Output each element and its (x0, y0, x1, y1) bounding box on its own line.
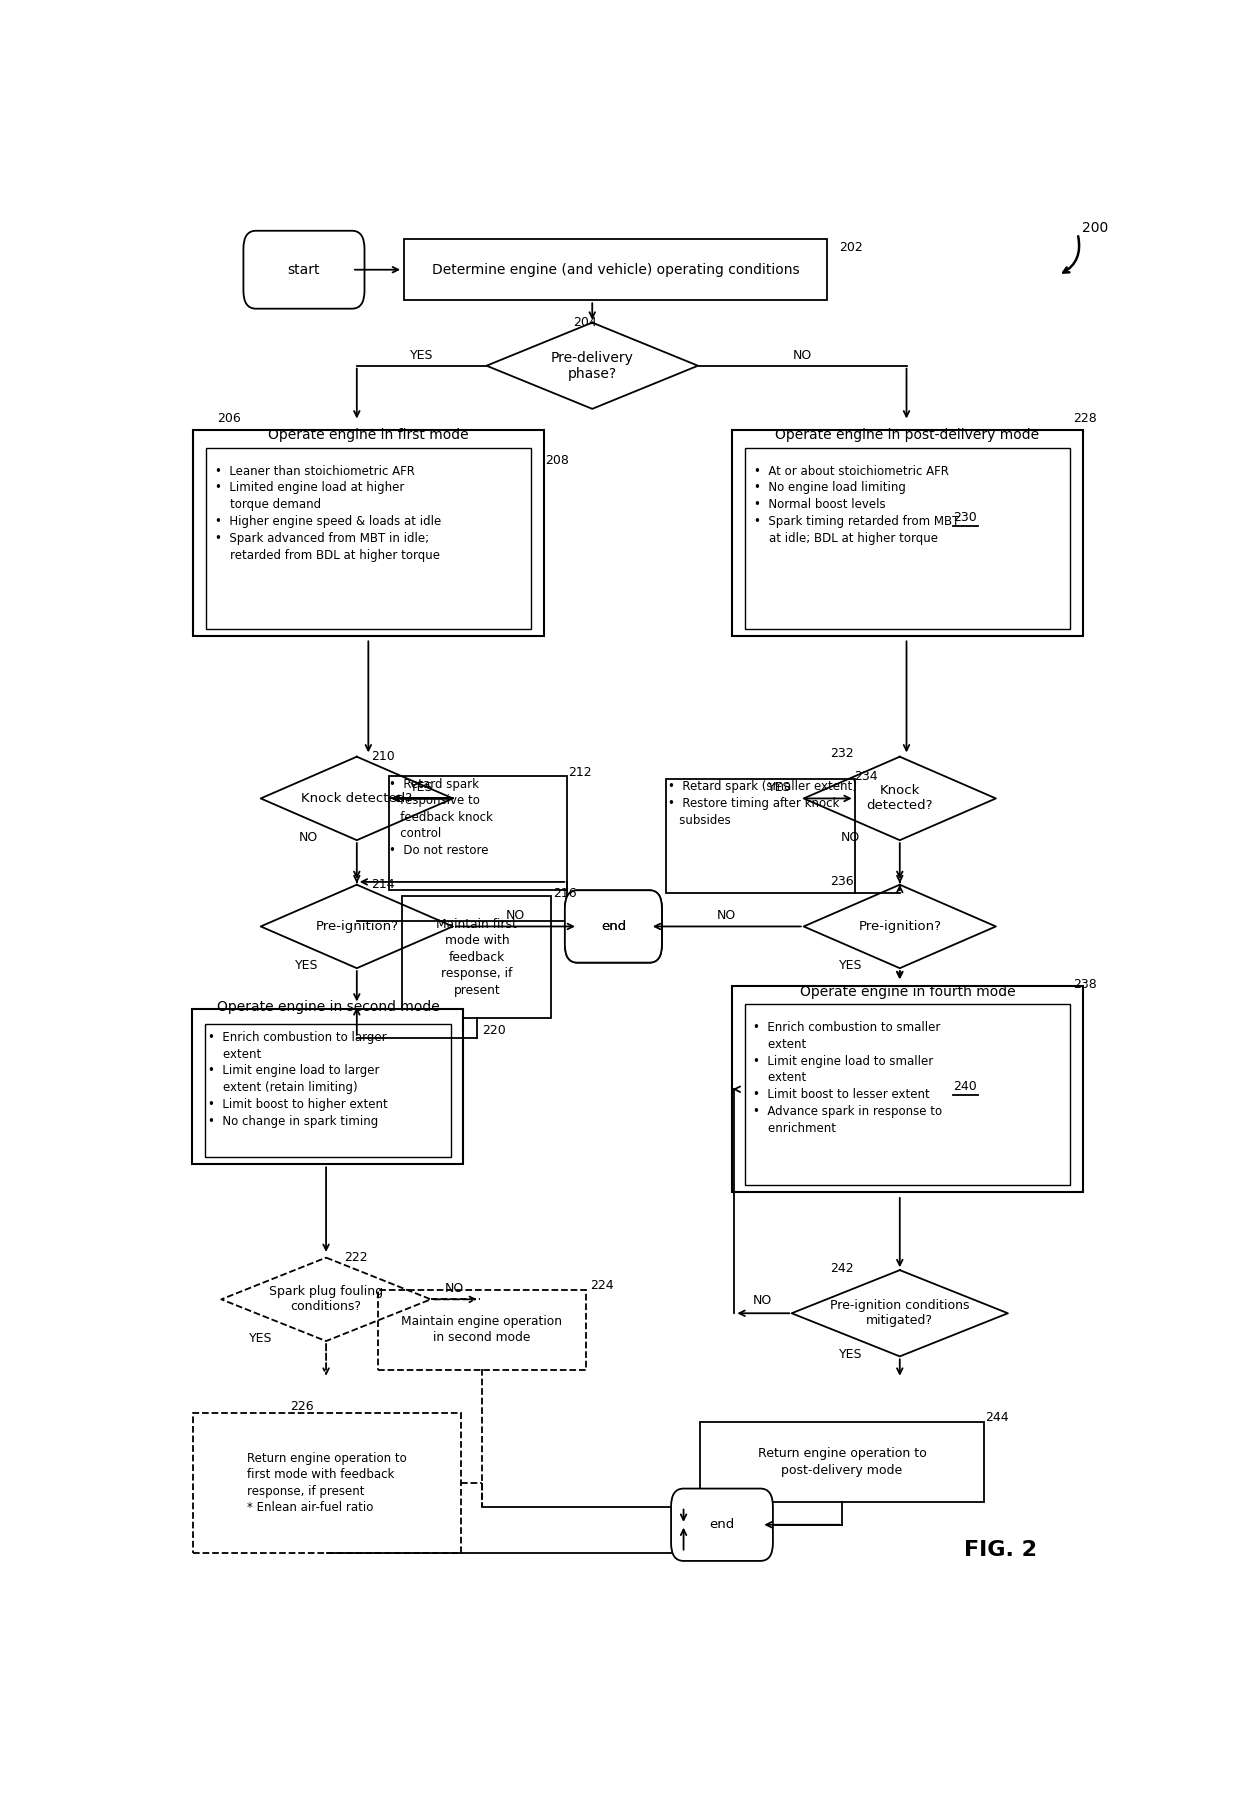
FancyBboxPatch shape (565, 891, 662, 963)
Text: 216: 216 (553, 887, 577, 900)
FancyBboxPatch shape (206, 448, 531, 629)
FancyBboxPatch shape (745, 1005, 1070, 1185)
Text: YES: YES (410, 781, 434, 793)
Polygon shape (791, 1270, 1008, 1357)
Text: 240: 240 (952, 1081, 976, 1093)
Text: 238: 238 (1073, 978, 1096, 992)
Text: 206: 206 (217, 412, 242, 425)
FancyBboxPatch shape (745, 448, 1070, 629)
Text: Pre-ignition?: Pre-ignition? (858, 920, 941, 932)
Text: NO: NO (445, 1281, 465, 1294)
Text: •  Retard spark
   responsive to
   feedback knock
   control
•  Do not restore: • Retard spark responsive to feedback kn… (389, 777, 494, 857)
Text: end: end (600, 920, 626, 932)
Text: YES: YES (839, 1348, 863, 1361)
Text: 236: 236 (831, 875, 854, 889)
Text: Return engine operation to
post-delivery mode: Return engine operation to post-delivery… (758, 1447, 926, 1476)
Text: end: end (600, 920, 626, 932)
Text: 212: 212 (568, 766, 591, 779)
Text: Operate engine in second mode: Operate engine in second mode (217, 999, 439, 1014)
Text: start: start (288, 262, 320, 276)
Text: Maintain first
mode with
feedback
response, if
present: Maintain first mode with feedback respon… (436, 918, 517, 996)
Text: 204: 204 (573, 316, 596, 329)
FancyBboxPatch shape (666, 779, 854, 893)
Text: 214: 214 (371, 878, 394, 891)
Text: Knock detected?: Knock detected? (301, 791, 413, 804)
Text: •  At or about stoichiometric AFR
•  No engine load limiting
•  Normal boost lev: • At or about stoichiometric AFR • No en… (754, 464, 959, 544)
Text: YES: YES (768, 781, 791, 793)
Text: Determine engine (and vehicle) operating conditions: Determine engine (and vehicle) operating… (432, 262, 799, 276)
FancyBboxPatch shape (732, 987, 1083, 1193)
FancyBboxPatch shape (388, 777, 567, 891)
FancyBboxPatch shape (404, 239, 827, 300)
Polygon shape (804, 885, 996, 969)
Text: 222: 222 (345, 1250, 368, 1265)
Text: 230: 230 (952, 511, 976, 524)
Text: Pre-ignition?: Pre-ignition? (315, 920, 398, 932)
Text: Operate engine in fourth mode: Operate engine in fourth mode (800, 985, 1016, 999)
Text: 202: 202 (839, 240, 863, 255)
Text: NO: NO (299, 831, 319, 844)
Text: Pre-delivery
phase?: Pre-delivery phase? (551, 351, 634, 381)
Text: •  Retard spark (smaller extent)
•  Restore timing after knock
   subsides: • Retard spark (smaller extent) • Restor… (668, 781, 857, 828)
Text: Pre-ignition conditions
mitigated?: Pre-ignition conditions mitigated? (830, 1299, 970, 1328)
Polygon shape (221, 1258, 430, 1341)
FancyBboxPatch shape (243, 231, 365, 309)
FancyBboxPatch shape (671, 1489, 773, 1561)
FancyBboxPatch shape (732, 430, 1083, 636)
Text: YES: YES (410, 349, 434, 363)
FancyBboxPatch shape (193, 1413, 460, 1552)
Text: Operate engine in post-delivery mode: Operate engine in post-delivery mode (775, 428, 1039, 443)
Text: 210: 210 (371, 750, 396, 763)
Polygon shape (260, 885, 453, 969)
Polygon shape (260, 757, 453, 840)
Text: 242: 242 (831, 1263, 854, 1276)
FancyBboxPatch shape (193, 430, 543, 636)
FancyBboxPatch shape (378, 1290, 585, 1370)
Text: NO: NO (717, 909, 737, 922)
Text: 208: 208 (546, 454, 569, 466)
Text: 226: 226 (290, 1400, 314, 1413)
Text: 234: 234 (854, 770, 878, 782)
Text: 228: 228 (1073, 412, 1096, 425)
Text: YES: YES (249, 1332, 273, 1344)
Text: 244: 244 (986, 1411, 1009, 1424)
Text: 224: 224 (590, 1279, 614, 1292)
FancyBboxPatch shape (192, 1008, 464, 1164)
Text: YES: YES (295, 960, 319, 972)
Text: YES: YES (839, 960, 863, 972)
Text: FIG. 2: FIG. 2 (965, 1540, 1037, 1559)
Text: 232: 232 (831, 748, 854, 761)
Text: Knock
detected?: Knock detected? (867, 784, 932, 813)
Text: •  Enrich combustion to smaller
    extent
•  Limit engine load to smaller
    e: • Enrich combustion to smaller extent • … (753, 1021, 942, 1135)
FancyBboxPatch shape (403, 896, 552, 1019)
Text: •  Leaner than stoichiometric AFR
•  Limited engine load at higher
    torque de: • Leaner than stoichiometric AFR • Limit… (215, 464, 441, 562)
Text: 200: 200 (1083, 220, 1109, 235)
Text: end: end (709, 1518, 734, 1531)
Text: Operate engine in first mode: Operate engine in first mode (268, 428, 469, 443)
Text: •  Enrich combustion to larger
    extent
•  Limit engine load to larger
    ext: • Enrich combustion to larger extent • L… (208, 1030, 388, 1128)
Text: NO: NO (841, 831, 861, 844)
FancyBboxPatch shape (565, 891, 662, 963)
Text: 220: 220 (481, 1025, 506, 1037)
Text: NO: NO (506, 909, 525, 922)
FancyBboxPatch shape (701, 1422, 983, 1502)
Text: Spark plug fouling
conditions?: Spark plug fouling conditions? (269, 1285, 383, 1314)
Polygon shape (486, 323, 698, 408)
FancyBboxPatch shape (205, 1025, 451, 1158)
Text: Maintain engine operation
in second mode: Maintain engine operation in second mode (402, 1315, 562, 1344)
Text: Return engine operation to
first mode with feedback
response, if present
* Enlea: Return engine operation to first mode wi… (247, 1451, 407, 1514)
Text: NO: NO (753, 1294, 773, 1306)
Text: NO: NO (794, 349, 812, 363)
Polygon shape (804, 757, 996, 840)
